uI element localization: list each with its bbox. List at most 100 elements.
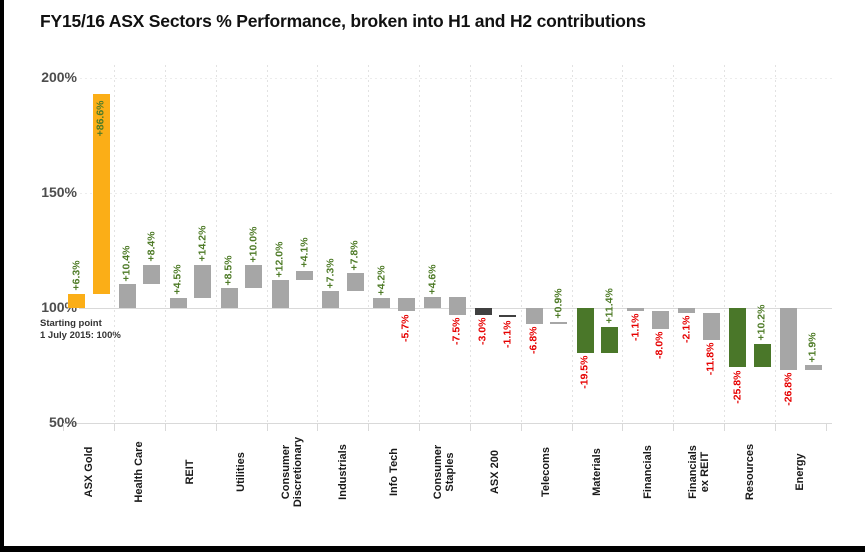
bar-value-label: +14.2% <box>196 226 209 262</box>
bar-value-label: +10.2% <box>755 304 768 341</box>
bar-h1-consumer-discretionary <box>271 280 289 308</box>
bar-value-label: +7.8% <box>348 240 361 271</box>
bar-h2-info-tech <box>397 298 415 312</box>
category-label-text: Materials <box>590 448 603 496</box>
y-axis-tick-label: 100% <box>41 299 77 315</box>
bar-h1-info-tech <box>373 298 391 308</box>
x-axis-tick <box>266 423 268 431</box>
bar-h1-industrials <box>322 291 340 308</box>
sector-separator-line <box>368 65 370 423</box>
x-axis-tick <box>164 423 166 431</box>
x-axis-tick <box>215 423 217 431</box>
category-label-info-tech: Info Tech <box>379 417 409 527</box>
bar-h1-telecoms <box>525 308 543 324</box>
frame-bottom-border <box>0 546 865 552</box>
sector-separator-line <box>419 65 421 423</box>
category-label-asx-gold: ASX Gold <box>74 417 104 527</box>
x-axis-tick <box>825 423 827 431</box>
bar-h1-energy <box>780 308 797 370</box>
category-label-financials: Financials <box>633 417 663 527</box>
category-label-energy: Energy <box>785 417 815 527</box>
bar-h2-industrials <box>346 273 364 292</box>
category-label-consumer-discretionary: Consumer Discretionary <box>277 417 307 527</box>
x-axis-tick <box>775 423 776 431</box>
bar-value-label: -1.1% <box>629 313 642 341</box>
sector-separator-line <box>673 65 675 423</box>
category-label-text: ASX 200 <box>489 449 502 495</box>
bar-h1-financials-ex-reit <box>678 308 696 313</box>
sector-separator-line <box>469 65 471 423</box>
y-axis-tick-label: 150% <box>41 184 77 200</box>
category-label-financials-ex-reit: Financials ex REIT <box>684 417 714 527</box>
x-axis-tick <box>673 423 675 431</box>
x-axis-tick <box>63 423 65 431</box>
x-axis-tick <box>113 423 115 431</box>
y-axis-tick-label: 200% <box>41 69 77 85</box>
category-label-telecoms: Telecoms <box>531 417 561 527</box>
bar-h1-asx-gold <box>68 293 86 308</box>
x-axis-tick <box>469 423 471 431</box>
bar-value-label: +8.5% <box>222 255 235 286</box>
bar-h1-consumer-staples <box>424 297 442 308</box>
bar-value-label: +4.5% <box>171 264 184 295</box>
sector-separator-line <box>622 65 624 423</box>
bar-h1-asx-200 <box>474 308 492 315</box>
bar-value-label: +0.9% <box>552 288 565 319</box>
category-label-text: ASX Gold <box>82 446 95 498</box>
bar-value-label: +8.4% <box>145 231 158 262</box>
x-axis-tick <box>419 423 421 431</box>
category-label-text: Energy <box>794 453 807 491</box>
sector-separator-line <box>571 65 573 423</box>
category-label-industrials: Industrials <box>328 417 358 527</box>
category-label-text: Financials <box>641 445 654 499</box>
bar-value-label: +12.0% <box>273 241 286 278</box>
category-label-text: Consumer Staples <box>431 444 457 500</box>
bar-h1-materials <box>576 308 594 353</box>
starting-point-annotation: Starting point 1 July 2015: 100% <box>40 318 121 342</box>
bar-h2-asx-200 <box>499 314 517 318</box>
category-label-text: Health Care <box>133 441 146 503</box>
category-label-text: Resources <box>743 443 756 501</box>
bar-h1-reit <box>169 297 187 308</box>
x-axis-tick <box>368 423 370 431</box>
bar-h2-consumer-staples <box>448 297 466 315</box>
bar-value-label: +4.1% <box>298 237 310 268</box>
sector-separator-line <box>215 65 217 423</box>
sector-separator-line <box>520 65 522 423</box>
category-label-asx-200: ASX 200 <box>480 417 510 527</box>
bar-value-label: +1.9% <box>806 332 819 363</box>
bar-value-label: +86.6% <box>94 100 107 137</box>
bar-value-label: +4.6% <box>426 264 439 295</box>
bar-h2-financials-ex-reit <box>702 312 720 340</box>
category-label-resources: Resources <box>735 417 765 527</box>
bar-h1-resources <box>729 308 747 368</box>
bar-value-label: +6.3% <box>70 260 83 291</box>
bar-h2-utilities <box>245 265 263 289</box>
category-label-text: Consumer Discretionary <box>279 436 304 508</box>
bar-h2-asx-gold <box>92 94 110 294</box>
category-label-materials: Materials <box>582 417 612 527</box>
category-label-text: Utilities <box>234 452 247 492</box>
category-label-consumer-staples: Consumer Staples <box>429 417 459 527</box>
category-label-text: REIT <box>183 459 196 485</box>
gridline-faint <box>80 193 832 194</box>
category-label-utilities: Utilities <box>226 417 256 527</box>
bar-h2-consumer-discretionary <box>296 270 313 281</box>
bar-value-label: +11.4% <box>603 288 616 324</box>
y-axis-tick-label: 50% <box>48 414 77 430</box>
bar-value-label: +10.0% <box>247 226 260 263</box>
frame-left-border <box>0 0 4 552</box>
x-axis-tick <box>622 423 624 431</box>
sector-separator-line <box>724 65 726 423</box>
x-axis-tick <box>724 423 726 431</box>
annotation-line1: Starting point <box>40 318 102 329</box>
sector-separator-line <box>113 65 115 423</box>
chart-title: FY15/16 ASX Sectors % Performance, broke… <box>40 11 646 31</box>
bar-h2-financials <box>651 310 669 329</box>
category-label-text: Industrials <box>336 444 349 500</box>
category-label-reit: REIT <box>175 417 205 527</box>
bar-h1-utilities <box>220 288 238 308</box>
annotation-line2: 1 July 2015: 100% <box>40 330 121 341</box>
x-axis-tick <box>571 423 573 431</box>
